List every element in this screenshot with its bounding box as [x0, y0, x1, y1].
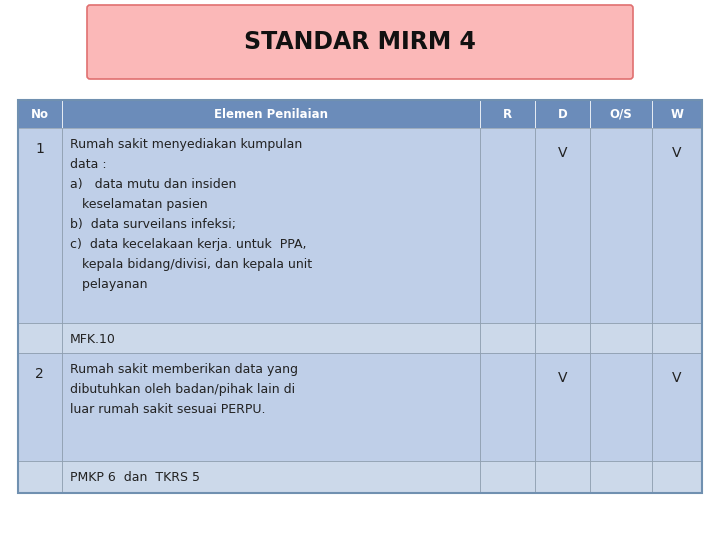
- Text: data :: data :: [70, 158, 107, 171]
- Text: MFK.10: MFK.10: [70, 333, 116, 346]
- Text: V: V: [672, 146, 682, 160]
- Text: D: D: [557, 107, 567, 120]
- Text: No: No: [31, 107, 49, 120]
- Text: pelayanan: pelayanan: [70, 278, 147, 291]
- Text: R: R: [503, 107, 512, 120]
- Bar: [62, 323, 480, 353]
- Bar: [535, 100, 590, 128]
- Text: Rumah sakit memberikan data yang: Rumah sakit memberikan data yang: [70, 363, 297, 376]
- Bar: [652, 353, 702, 461]
- Bar: [18, 100, 62, 128]
- Text: W: W: [670, 107, 683, 120]
- Text: luar rumah sakit sesuai PERPU.: luar rumah sakit sesuai PERPU.: [70, 403, 265, 416]
- Bar: [590, 128, 652, 323]
- Bar: [62, 353, 480, 461]
- Bar: [535, 128, 590, 323]
- Text: c)  data kecelakaan kerja. untuk  PPA,: c) data kecelakaan kerja. untuk PPA,: [70, 238, 306, 251]
- Text: V: V: [557, 371, 567, 385]
- Bar: [535, 323, 590, 353]
- Bar: [480, 323, 535, 353]
- Bar: [62, 100, 480, 128]
- Text: 1: 1: [35, 142, 45, 156]
- Bar: [480, 353, 535, 461]
- Text: a)   data mutu dan insiden: a) data mutu dan insiden: [70, 178, 236, 191]
- Bar: [62, 128, 480, 323]
- Text: kepala bidang/divisi, dan kepala unit: kepala bidang/divisi, dan kepala unit: [70, 258, 312, 271]
- Bar: [535, 461, 590, 493]
- Text: STANDAR MIRM 4: STANDAR MIRM 4: [244, 30, 476, 54]
- Text: dibutuhkan oleh badan/pihak lain di: dibutuhkan oleh badan/pihak lain di: [70, 383, 294, 396]
- Bar: [590, 100, 652, 128]
- Text: O/S: O/S: [609, 107, 632, 120]
- Text: b)  data surveilans infeksi;: b) data surveilans infeksi;: [70, 218, 235, 231]
- Bar: [590, 323, 652, 353]
- Bar: [480, 461, 535, 493]
- Text: 2: 2: [35, 367, 44, 381]
- Bar: [652, 128, 702, 323]
- Bar: [652, 461, 702, 493]
- FancyBboxPatch shape: [87, 5, 633, 79]
- Bar: [18, 128, 62, 323]
- Bar: [18, 323, 62, 353]
- Text: Rumah sakit menyediakan kumpulan: Rumah sakit menyediakan kumpulan: [70, 138, 302, 151]
- Bar: [62, 461, 480, 493]
- Bar: [652, 100, 702, 128]
- Bar: [480, 128, 535, 323]
- Bar: [652, 323, 702, 353]
- Text: V: V: [672, 371, 682, 385]
- Text: PMKP 6  dan  TKRS 5: PMKP 6 dan TKRS 5: [70, 471, 199, 484]
- Text: V: V: [557, 146, 567, 160]
- Bar: [535, 353, 590, 461]
- Bar: [18, 100, 702, 493]
- Bar: [18, 461, 62, 493]
- Bar: [590, 461, 652, 493]
- Text: keselamatan pasien: keselamatan pasien: [70, 198, 207, 211]
- Text: Elemen Penilaian: Elemen Penilaian: [214, 107, 328, 120]
- Bar: [590, 353, 652, 461]
- Bar: [480, 100, 535, 128]
- Bar: [18, 353, 62, 461]
